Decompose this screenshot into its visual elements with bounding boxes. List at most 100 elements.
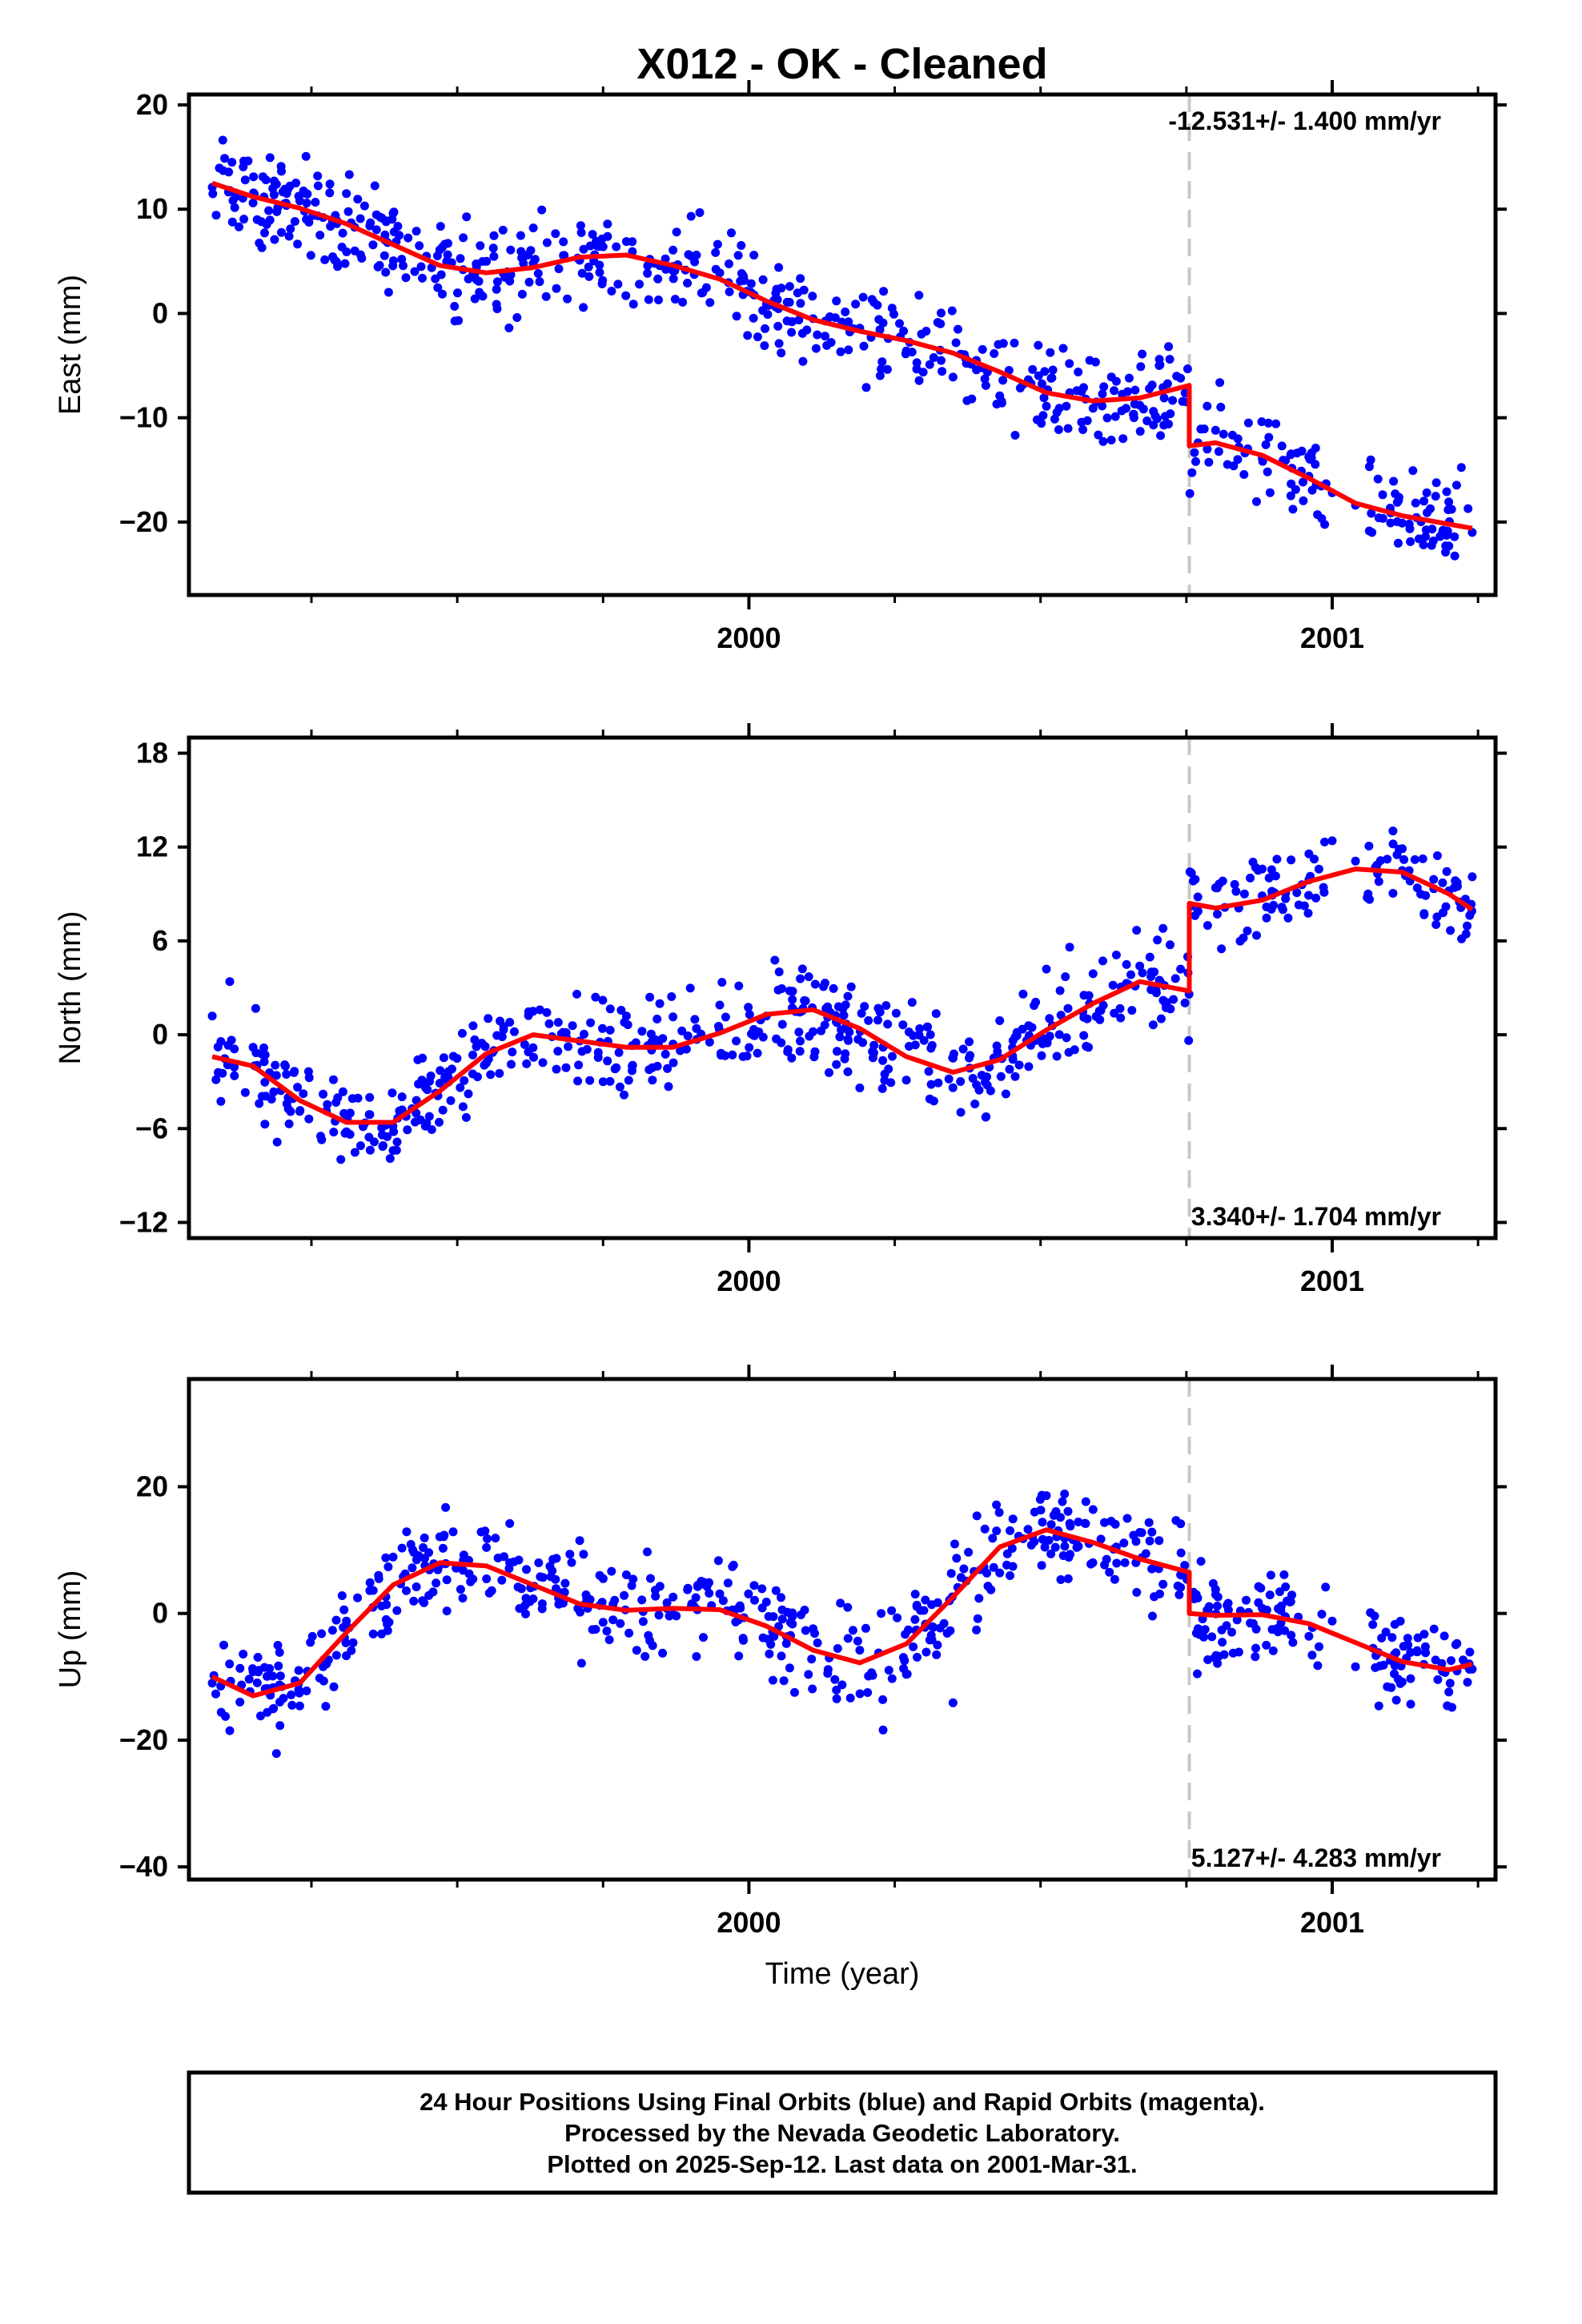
data-point — [253, 1653, 263, 1662]
data-point — [1287, 1630, 1296, 1640]
data-point — [819, 982, 828, 991]
data-point — [995, 391, 1005, 400]
data-point — [269, 190, 279, 199]
data-point — [946, 1626, 955, 1635]
data-point — [1403, 1634, 1412, 1643]
data-point — [1135, 1528, 1145, 1537]
data-point — [1243, 926, 1252, 935]
data-point — [1431, 920, 1441, 929]
data-point — [855, 1084, 865, 1092]
data-point — [442, 1575, 452, 1585]
data-point — [450, 316, 460, 326]
data-point — [1006, 1571, 1014, 1580]
data-point — [295, 1701, 304, 1711]
data-point — [683, 279, 693, 287]
data-point — [275, 1671, 285, 1681]
data-point — [875, 371, 885, 380]
data-point — [648, 1076, 657, 1085]
data-point — [401, 273, 411, 283]
data-point — [909, 1642, 918, 1651]
data-point — [350, 1148, 359, 1157]
data-point — [1397, 518, 1407, 528]
data-point — [859, 341, 869, 351]
data-point — [765, 1649, 774, 1659]
data-point — [1126, 970, 1135, 979]
data-point — [982, 1080, 992, 1090]
data-point — [276, 162, 286, 171]
data-point — [795, 1047, 805, 1056]
data-point — [472, 1042, 481, 1051]
data-point — [809, 1624, 818, 1634]
data-point — [331, 257, 341, 267]
data-point — [1421, 525, 1431, 535]
data-point — [1281, 456, 1291, 465]
data-point — [728, 1050, 737, 1059]
data-point — [548, 1566, 557, 1575]
data-point — [951, 338, 961, 348]
data-point — [790, 1687, 799, 1697]
data-point — [1406, 1674, 1415, 1683]
data-point — [725, 287, 734, 296]
model-line — [211, 180, 1473, 531]
data-point — [1042, 964, 1051, 974]
data-point — [1388, 839, 1398, 849]
data-point — [516, 247, 526, 256]
data-point — [576, 1607, 585, 1617]
data-point — [458, 1102, 468, 1112]
data-point — [772, 284, 781, 294]
data-point — [718, 1596, 728, 1606]
data-point — [773, 295, 782, 304]
data-point — [410, 267, 420, 276]
data-point — [1433, 1675, 1443, 1684]
data-point — [948, 1053, 958, 1063]
data-point — [858, 292, 868, 302]
data-point — [808, 1684, 817, 1694]
data-point — [1283, 1596, 1291, 1606]
data-point — [654, 1610, 664, 1620]
data-point — [1399, 854, 1409, 864]
data-point — [1060, 1490, 1070, 1498]
data-point — [420, 1598, 429, 1607]
data-point — [1443, 1701, 1452, 1711]
data-point — [598, 1023, 607, 1033]
data-point — [777, 1651, 786, 1661]
data-point — [1429, 1624, 1439, 1634]
data-point — [836, 1598, 845, 1608]
data-point — [597, 279, 607, 288]
data-point — [1061, 972, 1070, 982]
data-point — [1419, 909, 1429, 919]
data-point — [591, 992, 600, 1002]
data-point — [216, 1096, 226, 1106]
data-point — [1429, 875, 1439, 884]
data-point — [1252, 931, 1261, 940]
data-point — [1234, 1647, 1243, 1657]
data-point — [319, 1676, 328, 1686]
data-point — [1288, 1638, 1298, 1647]
data-point — [377, 1629, 387, 1638]
data-point — [435, 1079, 444, 1088]
data-point — [954, 324, 962, 334]
data-point — [1211, 425, 1220, 435]
data-point — [772, 1034, 781, 1043]
y-tick-label: 0 — [152, 1597, 168, 1630]
data-point — [913, 1652, 921, 1662]
data-point — [1135, 961, 1145, 971]
data-point — [528, 1043, 538, 1052]
data-point — [972, 1511, 982, 1521]
data-point — [901, 346, 911, 356]
data-point — [771, 1586, 781, 1595]
data-point — [1239, 933, 1248, 943]
data-point — [504, 324, 514, 332]
data-point — [1070, 1045, 1079, 1055]
data-point — [810, 979, 820, 989]
data-point — [537, 205, 547, 215]
data-point — [1405, 524, 1415, 533]
data-point — [645, 992, 655, 1002]
data-point — [605, 1004, 615, 1014]
data-point — [468, 1069, 477, 1079]
data-point — [1054, 425, 1063, 434]
data-point — [249, 172, 259, 182]
data-point — [1327, 1616, 1337, 1626]
y-tick-label: 18 — [136, 737, 168, 770]
